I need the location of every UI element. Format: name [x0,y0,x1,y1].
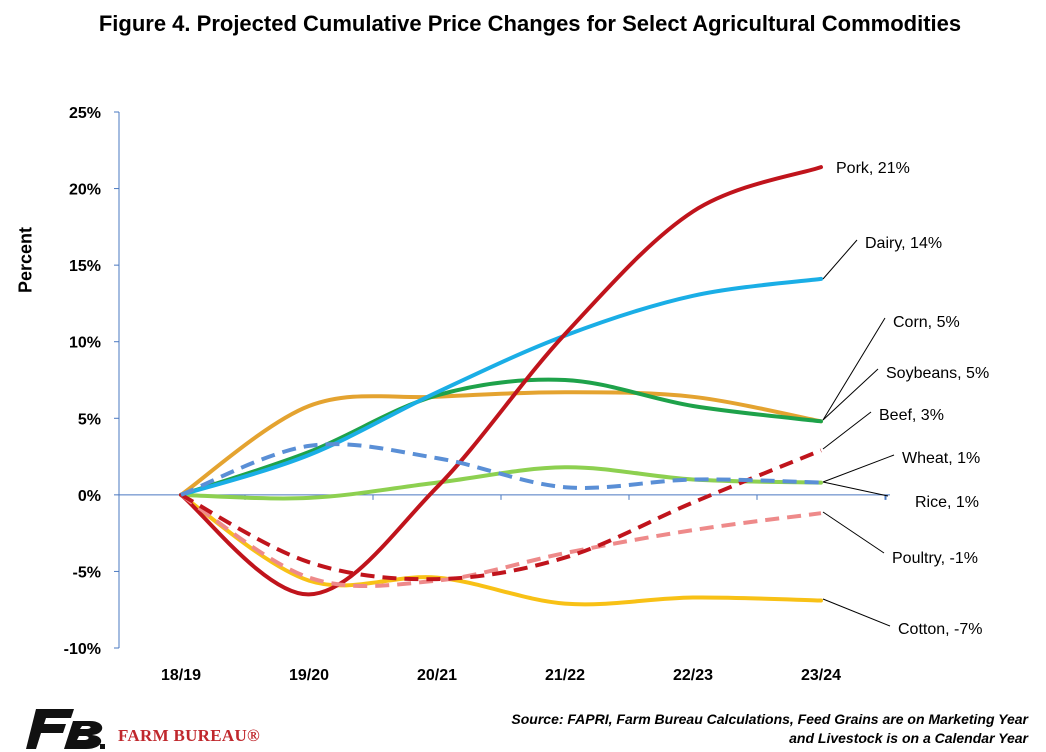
series-line-cotton [179,492,823,607]
leader-line-poultry [822,511,885,554]
x-tick-label: 19/20 [289,667,329,684]
series-line-pork [179,165,823,597]
y-tick-label: 10% [69,335,101,352]
x-tick-label: 18/19 [161,667,201,684]
x-tick-label: 23/24 [801,667,841,684]
series-line-poultry [179,493,822,589]
y-tick-label: 0% [78,488,101,505]
leader-line-rice [822,481,889,497]
series-line-corn [179,390,823,497]
series-lines [179,165,823,607]
x-tick-label: 21/22 [545,667,585,684]
leader-line-dairy [822,239,858,280]
series-label-beef: Beef, 3% [879,407,944,424]
farm-bureau-wordmark: FARM BUREAU® [118,726,261,745]
series-line-soybeans [179,377,823,497]
series-line-beef [180,448,822,582]
series-label-corn: Corn, 5% [893,314,960,331]
leader-line-cotton [822,598,891,627]
series-label-poultry: Poultry, -1% [892,550,978,567]
series-line-dairy [179,276,823,497]
series-label-pork: Pork, 21% [836,160,910,177]
series-label-wheat: Wheat, 1% [902,450,980,467]
source-line-2: and Livestock is on a Calendar Year [789,730,1028,746]
chart-title: Figure 4. Projected Cumulative Price Cha… [98,11,962,36]
leader-line-wheat [822,454,895,483]
axes: 25% 20% 15% 10% 5% 0% -5% -10% 18/19 19/20 20/21 21… [64,105,890,684]
leader-line-beef [822,411,872,450]
series-line-rice [180,442,822,497]
y-tick-label: -5% [73,564,101,581]
y-tick-label: 25% [69,105,101,122]
source-line-1: Source: FAPRI, Farm Bureau Calculations,… [511,711,1028,727]
farm-bureau-logo-icon [26,709,105,749]
series-label-cotton: Cotton, -7% [898,621,982,638]
series-labels: Pork, 21% Dairy, 14% Corn, 5% Soybeans, 5% B… [822,160,989,638]
series-label-soybeans: Soybeans, 5% [886,365,989,382]
series-label-dairy: Dairy, 14% [865,235,942,252]
x-tick-label: 22/23 [673,667,713,684]
y-tick-label: -10% [64,641,101,658]
source-note: Source: FAPRI, Farm Bureau Calculations,… [388,710,1028,748]
x-tick-label: 20/21 [417,667,457,684]
y-tick-label: 15% [69,258,101,275]
leader-line-soybeans [822,368,879,421]
y-tick-label: 20% [69,182,101,199]
series-label-rice: Rice, 1% [915,494,979,511]
y-tick-label: 5% [78,411,101,428]
leader-line-corn [822,317,886,421]
